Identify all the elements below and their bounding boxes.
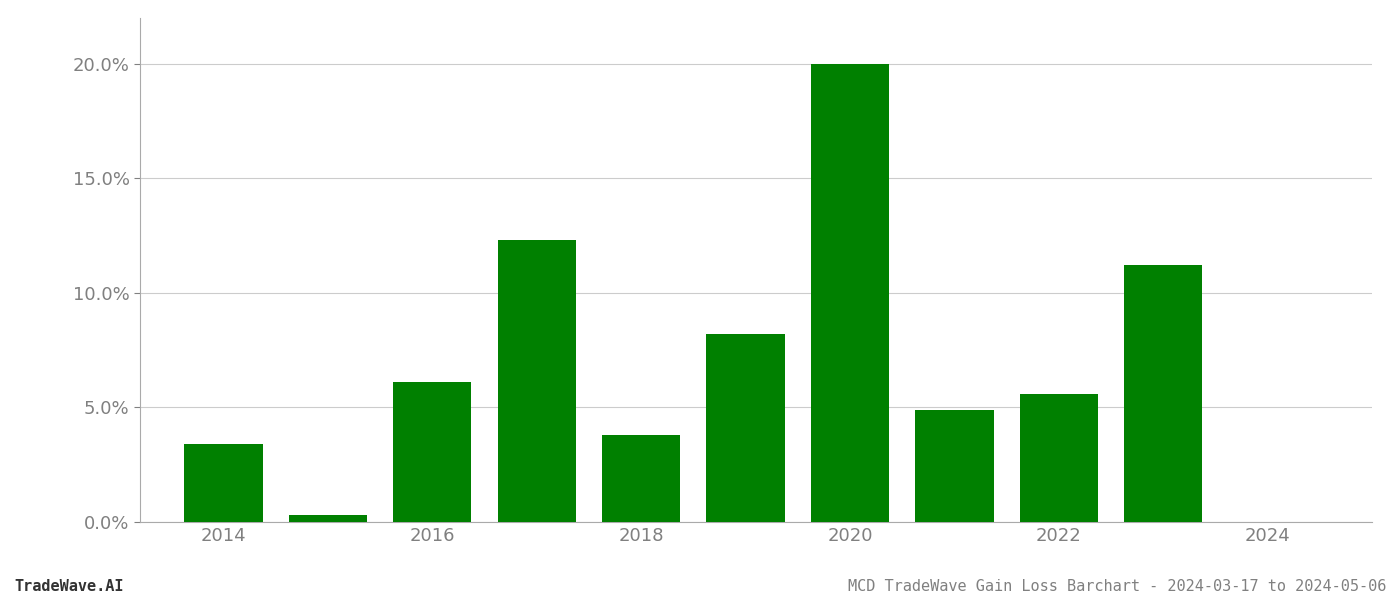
Bar [602,435,680,522]
Bar [185,444,263,522]
Bar [1124,265,1203,522]
Bar [393,382,472,522]
Bar [288,515,367,522]
Bar [1019,394,1098,522]
Bar [811,64,889,522]
Bar [916,410,994,522]
Bar [707,334,785,522]
Text: TradeWave.AI: TradeWave.AI [14,579,123,594]
Bar [497,240,575,522]
Text: MCD TradeWave Gain Loss Barchart - 2024-03-17 to 2024-05-06: MCD TradeWave Gain Loss Barchart - 2024-… [847,579,1386,594]
